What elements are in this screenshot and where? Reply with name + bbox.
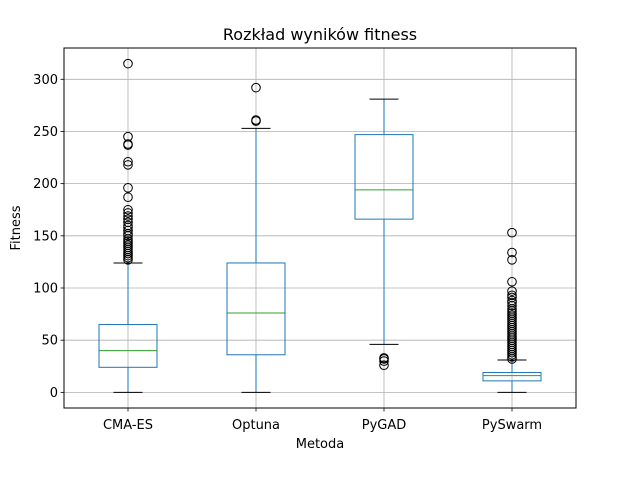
boxes-layer	[98, 58, 542, 393]
outlier-point	[123, 208, 133, 218]
outlier-point	[507, 247, 517, 258]
outlier-point	[123, 183, 133, 193]
outlier-point	[507, 286, 517, 296]
outlier-point	[123, 211, 133, 221]
y-tick-label: 100	[33, 282, 58, 297]
outlier-point	[507, 255, 517, 265]
y-tick-label: 300	[33, 73, 58, 88]
x-tick-label: CMA-ES	[103, 418, 153, 433]
outlier-point	[507, 276, 517, 287]
y-tick-label: 50	[41, 334, 58, 349]
x-tick-label: PyGAD	[362, 418, 407, 433]
outlier-point	[123, 131, 133, 142]
outlier-point	[507, 227, 517, 238]
outlier-point	[251, 115, 261, 125]
outlier-point	[123, 214, 133, 224]
outlier-point	[379, 360, 389, 371]
x-axis-label: Metoda	[296, 437, 344, 452]
outlier-point	[123, 192, 133, 203]
y-axis-ticks: 0 50 100 150 200 250 300	[33, 73, 64, 401]
x-tick-label: PySwarm	[482, 418, 542, 433]
y-tick-label: 250	[33, 125, 58, 140]
box-group	[482, 227, 542, 393]
y-tick-label: 200	[33, 177, 58, 192]
plot-frame	[63, 47, 577, 409]
iqr-box	[354, 134, 414, 220]
iqr-box	[226, 262, 286, 356]
y-axis-label: Fitness	[9, 205, 24, 250]
outlier-point	[251, 82, 261, 93]
iqr-box	[482, 372, 542, 382]
outlier-point	[123, 139, 133, 149]
box-group	[226, 82, 286, 393]
outlier-point	[507, 295, 517, 306]
outlier-point	[123, 156, 133, 167]
outlier-point	[123, 217, 133, 228]
iqr-box	[98, 324, 158, 368]
outlier-point	[123, 58, 133, 69]
x-tick-label: Optuna	[232, 418, 280, 433]
y-tick-label: 150	[33, 229, 58, 244]
box-group	[98, 58, 158, 393]
x-axis-ticks: CMA-ES Optuna PyGAD PySwarm	[103, 408, 542, 433]
outlier-point	[123, 160, 133, 170]
outlier-point	[507, 290, 517, 301]
outlier-point	[123, 220, 133, 231]
outlier-point	[123, 204, 133, 215]
y-tick-label: 0	[50, 386, 58, 401]
box-group	[354, 98, 414, 371]
outlier-point	[379, 353, 389, 363]
chart-title: Rozkład wyników fitness	[223, 25, 417, 44]
